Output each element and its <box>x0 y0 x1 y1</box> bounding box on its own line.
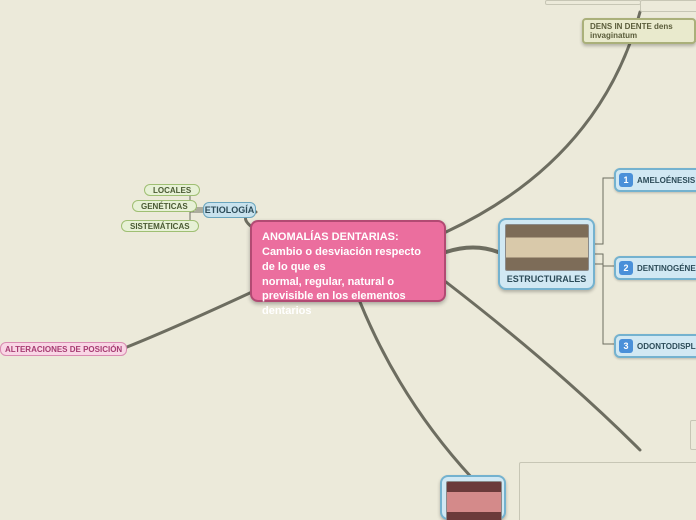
node-sistematicas[interactable]: SISTEMÁTICAS <box>121 220 199 232</box>
odontodisplasia-label: ODONTODISPLASIA <box>637 342 696 351</box>
alteraciones-label: ALTERACIONES DE POSICIÓN <box>5 345 122 354</box>
node-ameloenesis[interactable]: 1 AMELOÉNESIS IMPE <box>614 168 696 192</box>
ameloenesis-label: AMELOÉNESIS IMPE <box>637 176 696 185</box>
bottom-thumbnail <box>446 481 502 520</box>
ghost-box <box>519 462 696 520</box>
node-odontodisplasia[interactable]: 3 ODONTODISPLASIA <box>614 334 696 358</box>
mindmap-canvas: DENS IN DENTE dens invaginatum ANOMALÍAS… <box>0 0 696 520</box>
node-dentinogenesis[interactable]: 2 DENTINOGÉNESIS I <box>614 256 696 280</box>
ghost-box <box>545 0 641 5</box>
node-locales[interactable]: LOCALES <box>144 184 200 196</box>
node-bottom-image[interactable] <box>440 475 506 520</box>
central-title: ANOMALÍAS DENTARIAS: Cambio o desviación… <box>262 230 434 319</box>
etiologia-label: ETIOLOGÍA <box>205 205 255 215</box>
estructurales-thumbnail <box>505 224 589 271</box>
estructurales-label: ESTRUCTURALES <box>507 274 587 284</box>
geneticas-label: GENÉTICAS <box>141 202 188 211</box>
node-dens-in-dente[interactable]: DENS IN DENTE dens invaginatum <box>582 18 696 44</box>
badge-3: 3 <box>619 339 633 353</box>
dentinogenesis-label: DENTINOGÉNESIS I <box>637 264 696 273</box>
node-alteraciones-posicion[interactable]: ALTERACIONES DE POSICIÓN <box>0 342 127 356</box>
node-geneticas[interactable]: GENÉTICAS <box>132 200 197 212</box>
node-etiologia[interactable]: ETIOLOGÍA <box>203 202 256 218</box>
badge-1: 1 <box>619 173 633 187</box>
badge-2: 2 <box>619 261 633 275</box>
ghost-box <box>690 420 696 450</box>
node-estructurales[interactable]: ESTRUCTURALES <box>498 218 595 290</box>
central-node[interactable]: ANOMALÍAS DENTARIAS: Cambio o desviación… <box>250 220 446 302</box>
sistematicas-label: SISTEMÁTICAS <box>130 222 190 231</box>
locales-label: LOCALES <box>153 186 191 195</box>
dens-label: DENS IN DENTE dens invaginatum <box>590 22 673 40</box>
ghost-box <box>640 0 696 12</box>
